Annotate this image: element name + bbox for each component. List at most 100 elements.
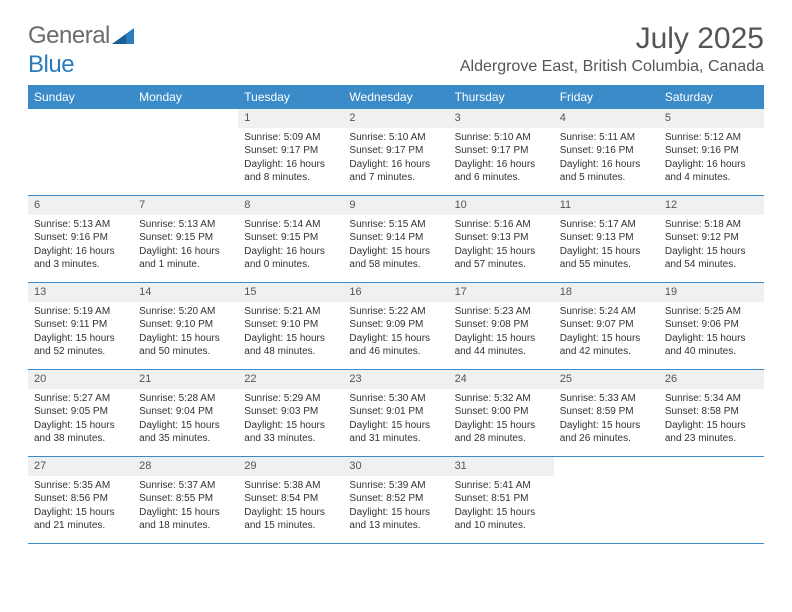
sunrise-text: Sunrise: 5:17 AM (560, 218, 653, 232)
sunrise-text: Sunrise: 5:33 AM (560, 392, 653, 406)
daylight-text: Daylight: 16 hours (349, 158, 442, 172)
daylight-text: Daylight: 15 hours (349, 506, 442, 520)
daylight-text: and 58 minutes. (349, 258, 442, 272)
day-body: Sunrise: 5:27 AMSunset: 9:05 PMDaylight:… (28, 389, 133, 452)
day-body: Sunrise: 5:25 AMSunset: 9:06 PMDaylight:… (659, 302, 764, 365)
sunrise-text: Sunrise: 5:10 AM (455, 131, 548, 145)
day-body: Sunrise: 5:10 AMSunset: 9:17 PMDaylight:… (343, 128, 448, 191)
day-number: 18 (554, 283, 659, 302)
sunrise-text: Sunrise: 5:21 AM (244, 305, 337, 319)
day-body: Sunrise: 5:17 AMSunset: 9:13 PMDaylight:… (554, 215, 659, 278)
daylight-text: Daylight: 15 hours (455, 419, 548, 433)
daylight-text: and 40 minutes. (665, 345, 758, 359)
day-number: 30 (343, 457, 448, 476)
day-body: Sunrise: 5:16 AMSunset: 9:13 PMDaylight:… (449, 215, 554, 278)
day-number: 24 (449, 370, 554, 389)
daylight-text: and 28 minutes. (455, 432, 548, 446)
day-body: Sunrise: 5:15 AMSunset: 9:14 PMDaylight:… (343, 215, 448, 278)
daylight-text: and 21 minutes. (34, 519, 127, 533)
day-number: 17 (449, 283, 554, 302)
sunset-text: Sunset: 9:05 PM (34, 405, 127, 419)
day-body: Sunrise: 5:34 AMSunset: 8:58 PMDaylight:… (659, 389, 764, 452)
title-block: July 2025 Aldergrove East, British Colum… (460, 22, 764, 76)
sunset-text: Sunset: 8:52 PM (349, 492, 442, 506)
daylight-text: Daylight: 15 hours (560, 332, 653, 346)
day-number: 29 (238, 457, 343, 476)
day-body: Sunrise: 5:23 AMSunset: 9:08 PMDaylight:… (449, 302, 554, 365)
daylight-text: Daylight: 15 hours (455, 332, 548, 346)
sunset-text: Sunset: 9:16 PM (665, 144, 758, 158)
week-row: 6Sunrise: 5:13 AMSunset: 9:16 PMDaylight… (28, 196, 764, 283)
day-body: Sunrise: 5:22 AMSunset: 9:09 PMDaylight:… (343, 302, 448, 365)
day-cell: 29Sunrise: 5:38 AMSunset: 8:54 PMDayligh… (238, 457, 343, 543)
day-body: Sunrise: 5:21 AMSunset: 9:10 PMDaylight:… (238, 302, 343, 365)
sunset-text: Sunset: 8:55 PM (139, 492, 232, 506)
daylight-text: and 48 minutes. (244, 345, 337, 359)
day-cell: 22Sunrise: 5:29 AMSunset: 9:03 PMDayligh… (238, 370, 343, 456)
day-number: 7 (133, 196, 238, 215)
daylight-text: and 8 minutes. (244, 171, 337, 185)
daylight-text: and 31 minutes. (349, 432, 442, 446)
page-title: July 2025 (460, 22, 764, 56)
daylight-text: Daylight: 15 hours (349, 245, 442, 259)
day-cell: 11Sunrise: 5:17 AMSunset: 9:13 PMDayligh… (554, 196, 659, 282)
day-number: 1 (238, 109, 343, 128)
daylight-text: Daylight: 15 hours (244, 419, 337, 433)
day-cell: 23Sunrise: 5:30 AMSunset: 9:01 PMDayligh… (343, 370, 448, 456)
sunset-text: Sunset: 9:12 PM (665, 231, 758, 245)
sunset-text: Sunset: 8:58 PM (665, 405, 758, 419)
sunrise-text: Sunrise: 5:09 AM (244, 131, 337, 145)
daylight-text: Daylight: 16 hours (244, 158, 337, 172)
day-number: 16 (343, 283, 448, 302)
day-number: 23 (343, 370, 448, 389)
day-cell: 8Sunrise: 5:14 AMSunset: 9:15 PMDaylight… (238, 196, 343, 282)
sunrise-text: Sunrise: 5:22 AM (349, 305, 442, 319)
daylight-text: Daylight: 15 hours (665, 419, 758, 433)
daylight-text: and 18 minutes. (139, 519, 232, 533)
weekday-label: Sunday (28, 85, 133, 109)
daylight-text: and 13 minutes. (349, 519, 442, 533)
sunset-text: Sunset: 9:07 PM (560, 318, 653, 332)
weekday-label: Thursday (449, 85, 554, 109)
location-text: Aldergrove East, British Columbia, Canad… (460, 58, 764, 76)
empty-cell (554, 457, 659, 543)
daylight-text: and 10 minutes. (455, 519, 548, 533)
sunrise-text: Sunrise: 5:28 AM (139, 392, 232, 406)
weekday-label: Friday (554, 85, 659, 109)
sunrise-text: Sunrise: 5:11 AM (560, 131, 653, 145)
day-number: 15 (238, 283, 343, 302)
day-body: Sunrise: 5:35 AMSunset: 8:56 PMDaylight:… (28, 476, 133, 539)
logo: General Blue (28, 22, 134, 79)
day-cell: 10Sunrise: 5:16 AMSunset: 9:13 PMDayligh… (449, 196, 554, 282)
day-cell: 12Sunrise: 5:18 AMSunset: 9:12 PMDayligh… (659, 196, 764, 282)
week-row: 1Sunrise: 5:09 AMSunset: 9:17 PMDaylight… (28, 109, 764, 196)
sunrise-text: Sunrise: 5:32 AM (455, 392, 548, 406)
day-body: Sunrise: 5:24 AMSunset: 9:07 PMDaylight:… (554, 302, 659, 365)
logo-text: General Blue (28, 22, 134, 79)
day-cell: 19Sunrise: 5:25 AMSunset: 9:06 PMDayligh… (659, 283, 764, 369)
daylight-text: Daylight: 15 hours (244, 332, 337, 346)
weekday-label: Saturday (659, 85, 764, 109)
daylight-text: Daylight: 15 hours (455, 245, 548, 259)
day-number: 27 (28, 457, 133, 476)
day-cell: 21Sunrise: 5:28 AMSunset: 9:04 PMDayligh… (133, 370, 238, 456)
logo-text-b: Blue (28, 51, 74, 78)
day-cell: 17Sunrise: 5:23 AMSunset: 9:08 PMDayligh… (449, 283, 554, 369)
day-number: 8 (238, 196, 343, 215)
day-number: 20 (28, 370, 133, 389)
sunset-text: Sunset: 9:00 PM (455, 405, 548, 419)
day-body: Sunrise: 5:28 AMSunset: 9:04 PMDaylight:… (133, 389, 238, 452)
sunset-text: Sunset: 9:17 PM (244, 144, 337, 158)
daylight-text: Daylight: 15 hours (139, 419, 232, 433)
day-number: 13 (28, 283, 133, 302)
daylight-text: and 55 minutes. (560, 258, 653, 272)
day-body: Sunrise: 5:18 AMSunset: 9:12 PMDaylight:… (659, 215, 764, 278)
daylight-text: and 33 minutes. (244, 432, 337, 446)
day-body: Sunrise: 5:09 AMSunset: 9:17 PMDaylight:… (238, 128, 343, 191)
sunrise-text: Sunrise: 5:30 AM (349, 392, 442, 406)
day-number: 5 (659, 109, 764, 128)
daylight-text: and 35 minutes. (139, 432, 232, 446)
sunset-text: Sunset: 9:13 PM (455, 231, 548, 245)
daylight-text: Daylight: 16 hours (455, 158, 548, 172)
day-number: 12 (659, 196, 764, 215)
